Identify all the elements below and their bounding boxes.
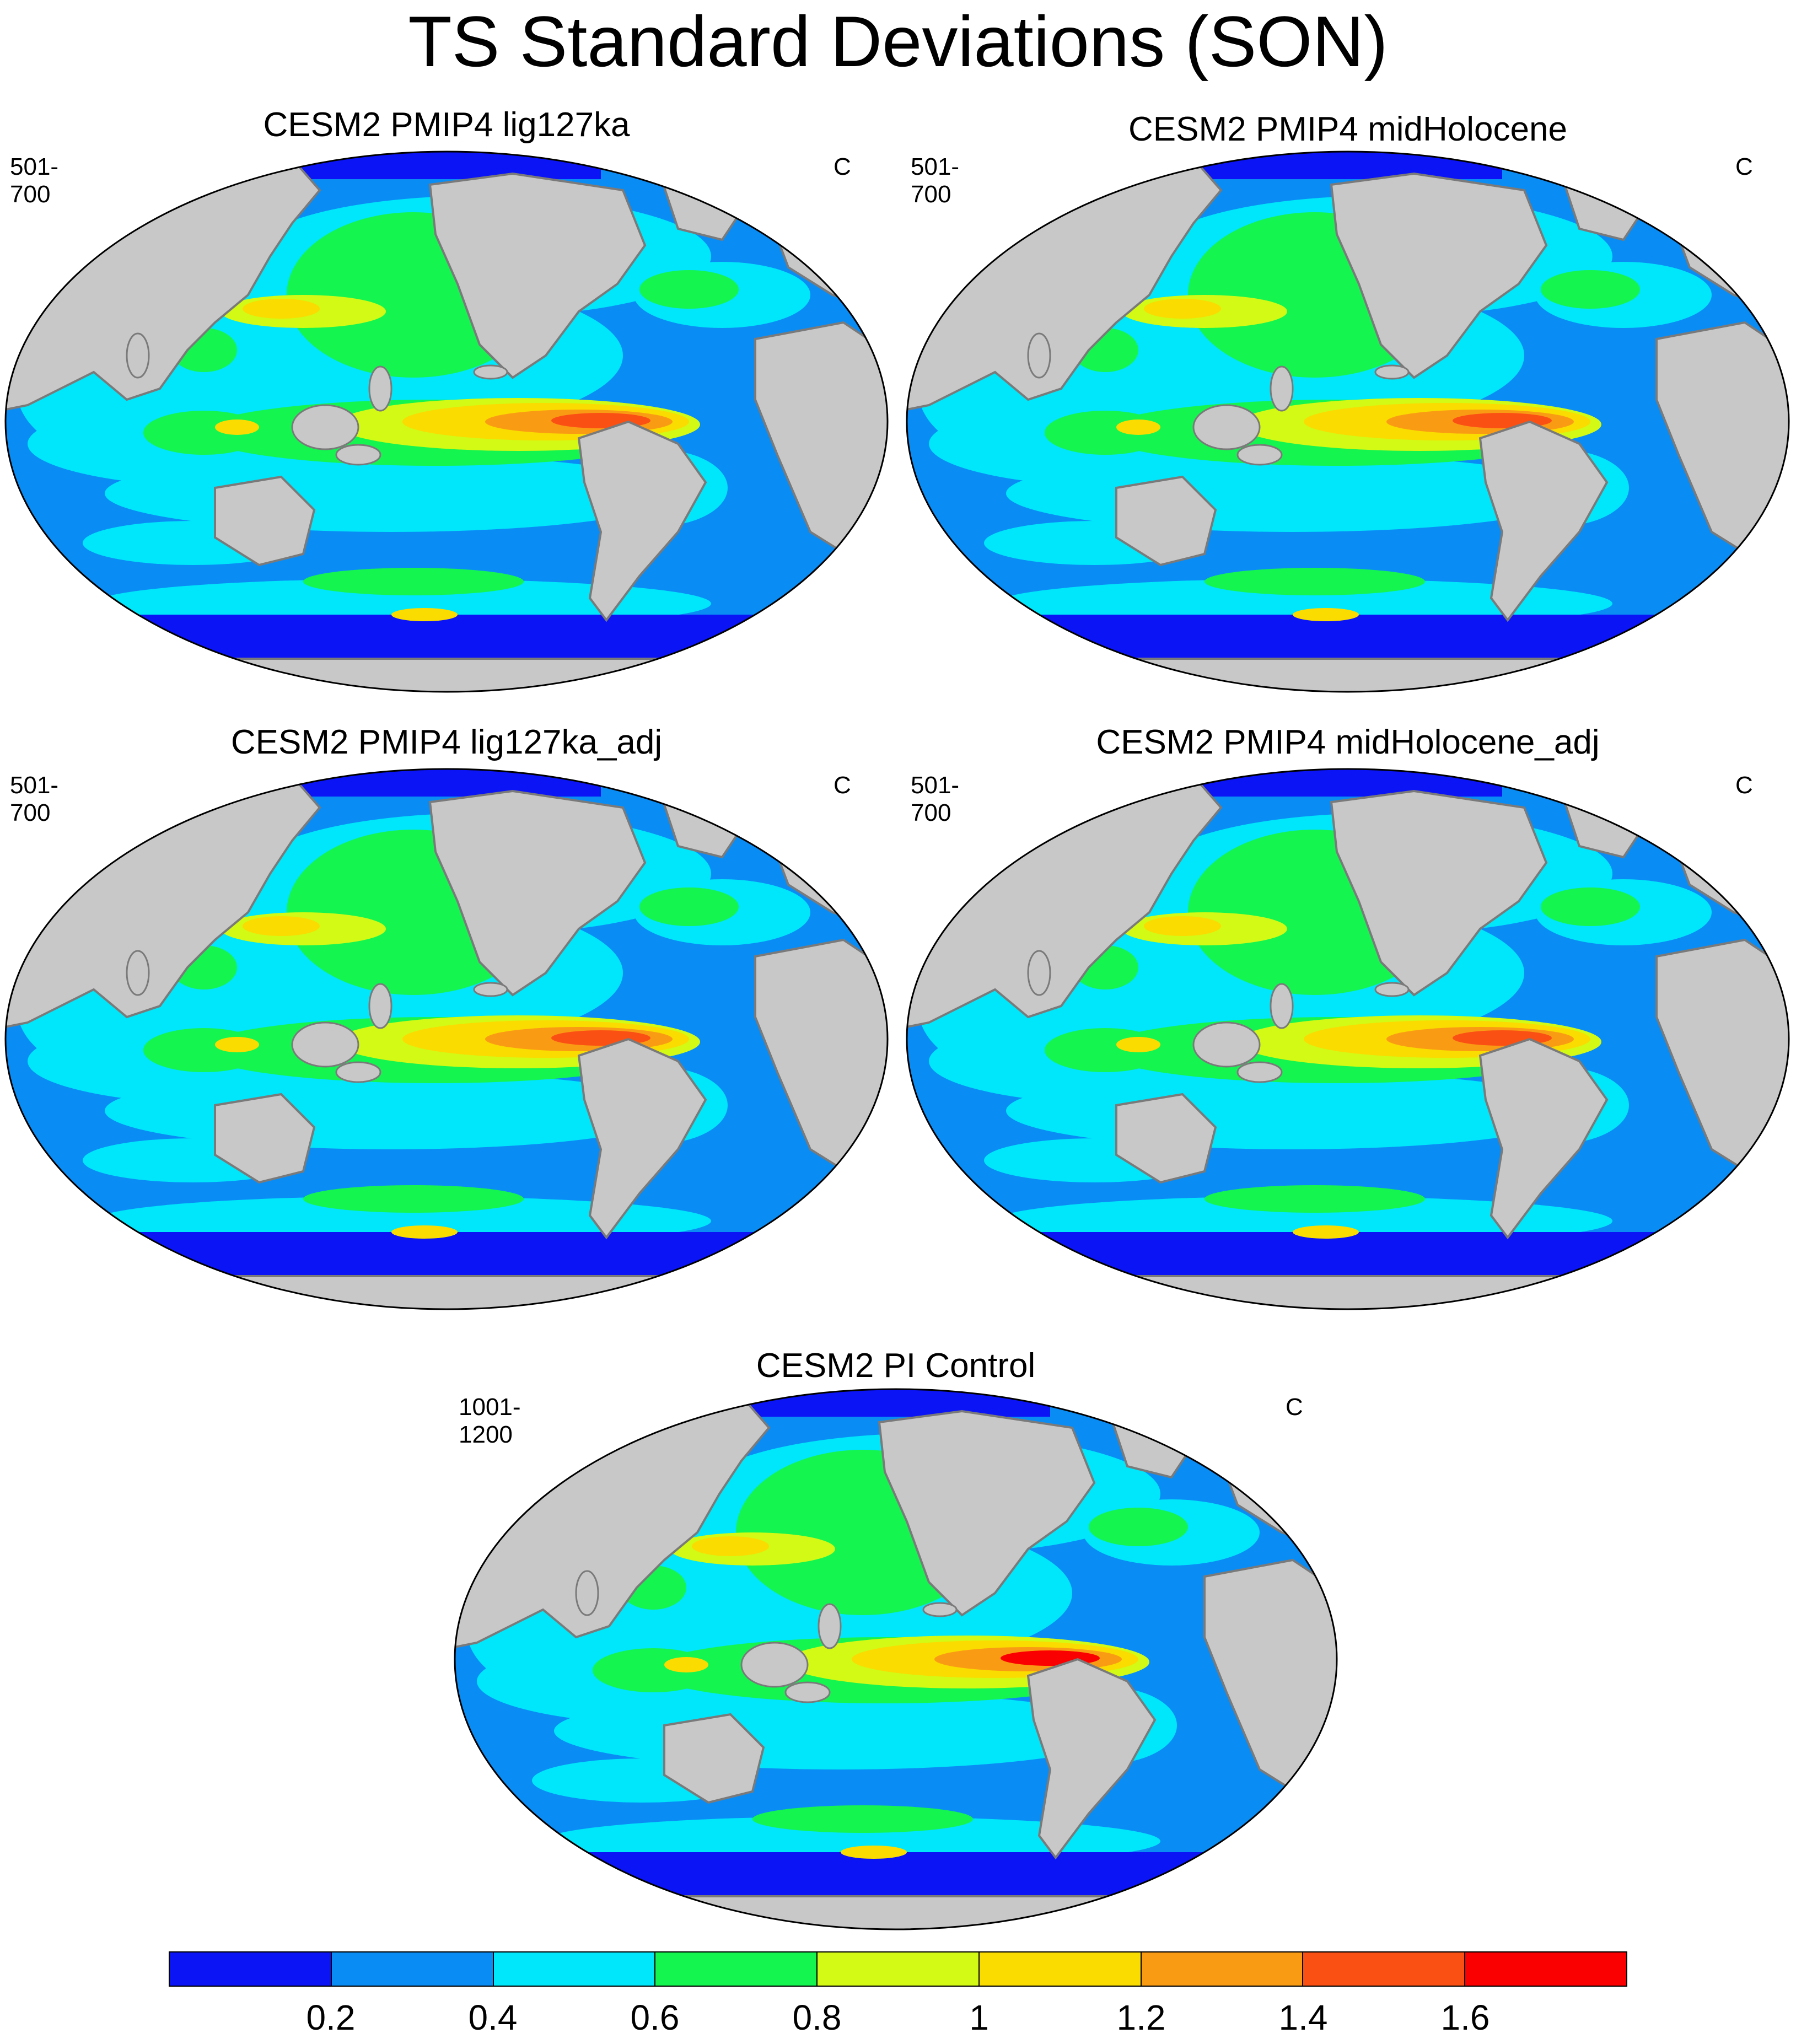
colorbar-tick-label: 1.4 (1278, 1998, 1328, 2037)
panel-title: CESM2 PMIP4 lig127ka (263, 106, 630, 144)
colorbar-tick-label: 1 (969, 1998, 989, 2037)
colorbar-segment (1141, 1952, 1304, 1986)
colorbar-tick-label: 1.2 (1116, 1998, 1166, 2037)
colorbar-segment (979, 1952, 1142, 1986)
panel-title: CESM2 PMIP4 lig127ka_adj (230, 723, 663, 761)
colorbar-segment (493, 1952, 656, 1986)
projection-map (4, 768, 889, 1310)
colorbar-segment (1465, 1952, 1627, 1986)
colorbar-tick-label: 1.6 (1440, 1998, 1490, 2037)
colorbar-tick-label: 0.2 (306, 1998, 356, 2037)
panel-units-label: C (1735, 772, 1753, 799)
panel-title: CESM2 PMIP4 midHolocene (1128, 110, 1567, 148)
panel-years-label: 1001-1200 (459, 1394, 521, 1448)
colorbar-segment (1303, 1952, 1466, 1986)
panel-years-label: 501-700 (911, 772, 960, 826)
panel-title: CESM2 PI Control (756, 1347, 1036, 1385)
colorbar-tick-label: 0.8 (792, 1998, 842, 2037)
figure-title: TS Standard Deviations (SON) (408, 1, 1388, 82)
panel-years-label: 501-700 (10, 153, 59, 208)
colorbar (169, 1951, 1627, 1987)
projection-map (4, 150, 889, 693)
colorbar-segment (170, 1952, 332, 1986)
projection-map (906, 150, 1790, 693)
colorbar-tick-label: 0.6 (630, 1998, 680, 2037)
panel-years-label: 501-700 (10, 772, 59, 826)
panel-units-label: C (1286, 1394, 1303, 1421)
panel-title: CESM2 PMIP4 midHolocene_adj (1096, 723, 1600, 761)
panel-units-label: C (834, 153, 851, 180)
colorbar-segment (655, 1952, 818, 1986)
colorbar-segment (818, 1952, 980, 1986)
panel-units-label: C (834, 772, 851, 799)
panel-units-label: C (1735, 153, 1753, 180)
projection-map (454, 1388, 1338, 1930)
panel-years-label: 501-700 (911, 153, 960, 208)
projection-map (906, 768, 1790, 1310)
colorbar-tick-label: 0.4 (468, 1998, 518, 2037)
colorbar-segment (331, 1952, 494, 1986)
